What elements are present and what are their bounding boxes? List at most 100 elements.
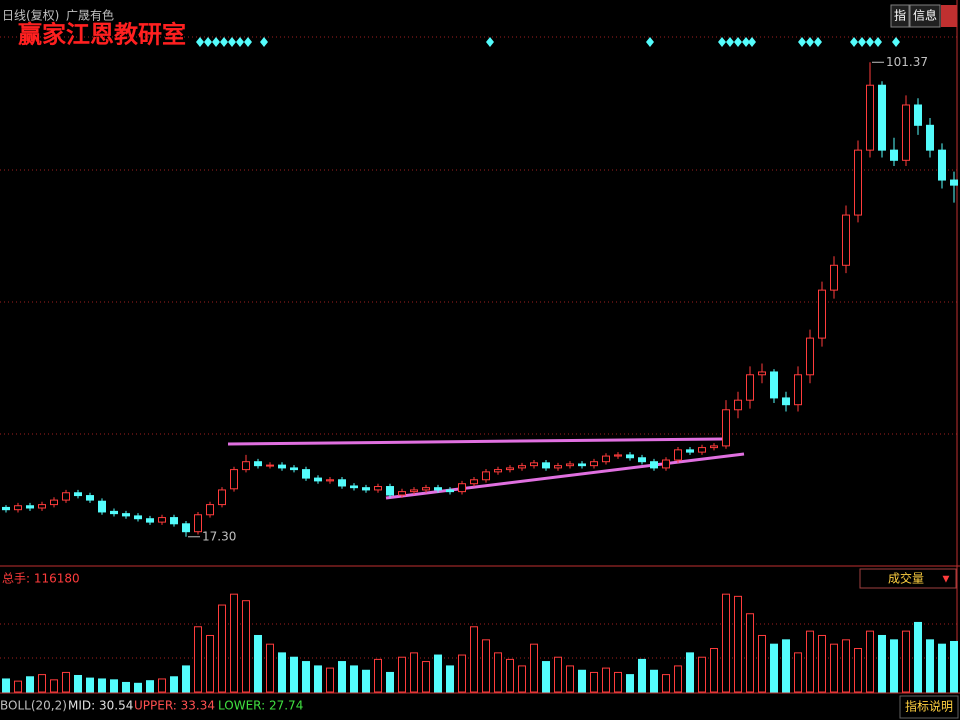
volume-bar xyxy=(194,626,202,693)
candle-body xyxy=(290,467,298,471)
candle-body xyxy=(386,486,394,496)
candle-body xyxy=(926,124,934,151)
volume-bar xyxy=(434,654,442,693)
signal-marker xyxy=(244,37,252,47)
signal-marker xyxy=(850,37,858,47)
volume-bar xyxy=(530,643,538,693)
candle-body xyxy=(26,505,34,509)
button[interactable] xyxy=(909,4,941,28)
candle-body xyxy=(782,397,790,406)
dropdown-label[interactable]: 成交量 xyxy=(888,571,924,586)
candle-body xyxy=(878,84,886,151)
volume-bar xyxy=(662,674,670,693)
candle-body xyxy=(98,500,106,513)
candle-body xyxy=(650,461,658,469)
candle-body xyxy=(362,487,370,491)
volume-bar xyxy=(914,621,922,693)
volume-bar xyxy=(806,630,814,693)
candle-body xyxy=(266,464,274,467)
volume-bar xyxy=(50,679,58,693)
candle-body xyxy=(806,337,814,376)
candle-body xyxy=(230,469,238,490)
button[interactable] xyxy=(890,4,910,28)
volume-bar xyxy=(38,674,46,693)
indicator-upper: UPPER: 33.34 xyxy=(134,699,215,713)
volume-bar xyxy=(446,665,454,693)
volume-bar xyxy=(398,656,406,693)
candle-body xyxy=(122,513,130,517)
signal-marker xyxy=(228,37,236,47)
candle-body xyxy=(182,523,190,533)
volume-bar xyxy=(770,643,778,693)
candle-body xyxy=(302,469,310,479)
volume-bar xyxy=(578,669,586,693)
candle-body xyxy=(518,465,526,469)
volume-bar xyxy=(326,667,334,693)
dropdown-arrow[interactable]: ▼ xyxy=(943,575,950,585)
watermark: 赢家江恩教研室 xyxy=(18,20,186,49)
candle-body xyxy=(698,447,706,453)
candle-body xyxy=(566,463,574,467)
signal-marker xyxy=(806,37,814,47)
volume-bar xyxy=(542,661,550,693)
candle-body xyxy=(254,461,262,467)
candle-body xyxy=(638,457,646,463)
signal-marker xyxy=(212,37,220,47)
button-label[interactable]: 指 xyxy=(894,8,906,23)
volume-bar xyxy=(170,676,178,693)
candle-body xyxy=(710,445,718,449)
candle-body xyxy=(866,84,874,151)
signal-marker xyxy=(734,37,742,47)
signal-marker xyxy=(204,37,212,47)
trend-line xyxy=(385,452,745,500)
candle-body xyxy=(950,179,958,186)
volume-bar xyxy=(182,665,190,693)
volume-bar xyxy=(86,677,94,693)
volume-bar xyxy=(926,639,934,693)
volume-bar xyxy=(422,661,430,693)
help-button[interactable] xyxy=(899,695,959,719)
candle-body xyxy=(602,455,610,463)
candle-body xyxy=(50,499,58,506)
candle-body xyxy=(794,374,802,406)
volume-bar xyxy=(614,671,622,693)
candle-body xyxy=(170,517,178,525)
button-label[interactable]: 信息 xyxy=(913,8,937,23)
candle-body xyxy=(194,514,202,533)
candle-body xyxy=(314,477,322,482)
signal-marker xyxy=(726,37,734,47)
volume-bar xyxy=(890,639,898,693)
candle-body xyxy=(734,399,742,411)
volume-bar xyxy=(290,656,298,693)
help-label[interactable]: 指标说明 xyxy=(905,699,953,714)
signal-marker xyxy=(798,37,806,47)
signal-marker xyxy=(748,37,756,47)
candle-body xyxy=(662,459,670,469)
signal-marker xyxy=(742,37,750,47)
volume-bar xyxy=(722,593,730,693)
volume-bar xyxy=(746,613,754,693)
candle-body xyxy=(614,454,622,457)
button[interactable] xyxy=(941,5,957,27)
candle-body xyxy=(470,479,478,485)
volume-bar xyxy=(710,648,718,693)
volume-bar xyxy=(254,634,262,693)
volume-bar xyxy=(842,639,850,693)
volume-bar xyxy=(386,671,394,693)
volume-bar xyxy=(902,630,910,693)
volume-bar xyxy=(314,665,322,693)
candle-body xyxy=(578,463,586,467)
candle-body xyxy=(554,465,562,469)
volume-bar xyxy=(566,665,574,693)
candle-body xyxy=(110,510,118,515)
volume-bar xyxy=(302,661,310,693)
dropdown[interactable] xyxy=(859,568,957,589)
volume-bar xyxy=(506,658,514,693)
candle-body xyxy=(590,461,598,467)
candle-body xyxy=(158,517,166,523)
candle-body xyxy=(914,104,922,126)
candle-body xyxy=(818,289,826,339)
signal-marker xyxy=(486,37,494,47)
